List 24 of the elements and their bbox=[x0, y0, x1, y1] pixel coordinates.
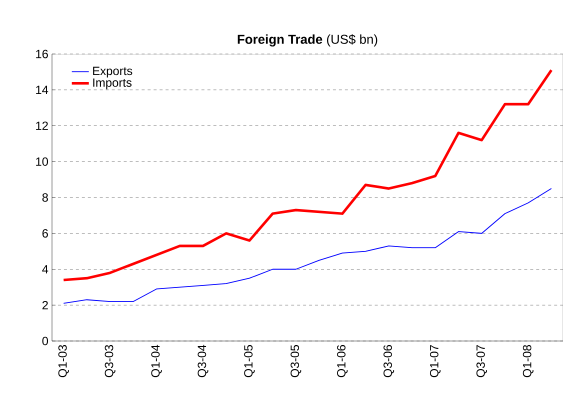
y-tick-label: 4 bbox=[42, 265, 48, 274]
line-series bbox=[63, 188, 552, 304]
x-tick-label: Q1-04 bbox=[151, 344, 162, 378]
x-tick-label: Q1-06 bbox=[337, 345, 348, 378]
legend-label: Exports bbox=[93, 66, 132, 78]
x-tick-label: Q3-04 bbox=[198, 344, 208, 378]
x-tick-label: Q1-05 bbox=[244, 345, 255, 378]
x-tick-label: Q1-07 bbox=[430, 345, 441, 378]
y-tick-label: 12 bbox=[36, 122, 48, 130]
x-tick-label: Q3-07 bbox=[476, 345, 488, 378]
x-tick-label: Q1-08 bbox=[522, 345, 534, 378]
legend-label: Imports bbox=[93, 78, 132, 90]
y-tick-label: 8 bbox=[42, 193, 48, 202]
y-tick-label: 14 bbox=[36, 86, 48, 94]
y-tick-label: 2 bbox=[42, 300, 48, 310]
x-tick-label: Q3-05 bbox=[290, 345, 302, 378]
y-tick-label: 0 bbox=[42, 336, 48, 346]
y-tick-label: 6 bbox=[42, 229, 48, 238]
x-tick-label: Q3-03 bbox=[104, 345, 116, 378]
chart-title: Foreign Trade (US$ bn) bbox=[238, 34, 378, 47]
x-tick-label: Q3-06 bbox=[384, 345, 394, 378]
x-tick-label: Q1-03 bbox=[58, 345, 69, 378]
y-tick-label: 16 bbox=[36, 50, 48, 58]
y-tick-label: 10 bbox=[36, 157, 48, 166]
